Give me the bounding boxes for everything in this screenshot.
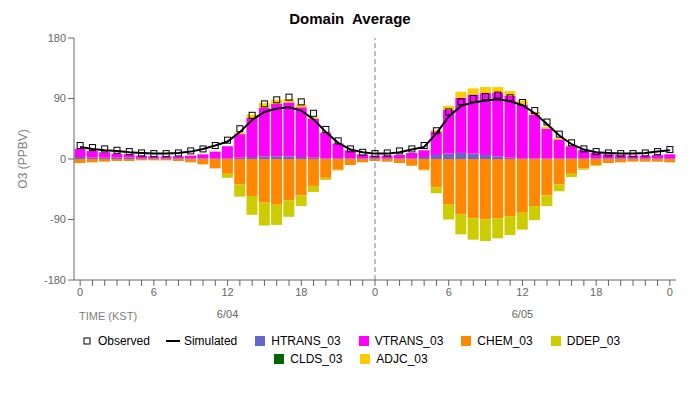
html-text:CHEM_03: CHEM_03	[477, 334, 533, 348]
svg-text:6: 6	[446, 286, 452, 298]
svg-text:0: 0	[372, 286, 378, 298]
svg-text:-180: -180	[44, 274, 66, 286]
html-text:Simulated: Simulated	[183, 334, 238, 348]
html-text:VTRANS_03: VTRANS_03	[374, 334, 444, 348]
svg-text:6: 6	[151, 286, 157, 298]
html-text:DDEP_03: DDEP_03	[566, 334, 621, 348]
svg-text:12: 12	[516, 286, 528, 298]
html-text:HTRANS_03: HTRANS_03	[271, 334, 341, 348]
svg-text:6/05: 6/05	[512, 308, 533, 320]
svg-text:TIME (KST): TIME (KST)	[79, 310, 137, 322]
svg-text:90: 90	[54, 92, 66, 104]
svg-text:12: 12	[221, 286, 233, 298]
html-text:Observed: Observed	[97, 334, 150, 348]
svg-text:18: 18	[295, 286, 307, 298]
svg-text:0: 0	[60, 153, 66, 165]
svg-text:18: 18	[590, 286, 602, 298]
html-text:ADJC_03: ADJC_03	[376, 352, 428, 366]
svg-text:0: 0	[77, 286, 83, 298]
svg-text:-90: -90	[50, 213, 66, 225]
html-text:CLDS_03: CLDS_03	[290, 352, 343, 366]
svg-text:O3 (PPBV): O3 (PPBV)	[16, 129, 30, 188]
svg-text:6/04: 6/04	[217, 308, 238, 320]
svg-text:180: 180	[48, 32, 66, 44]
svg-text:0: 0	[667, 286, 673, 298]
html-text:Domain Average: Domain Average	[289, 10, 411, 27]
